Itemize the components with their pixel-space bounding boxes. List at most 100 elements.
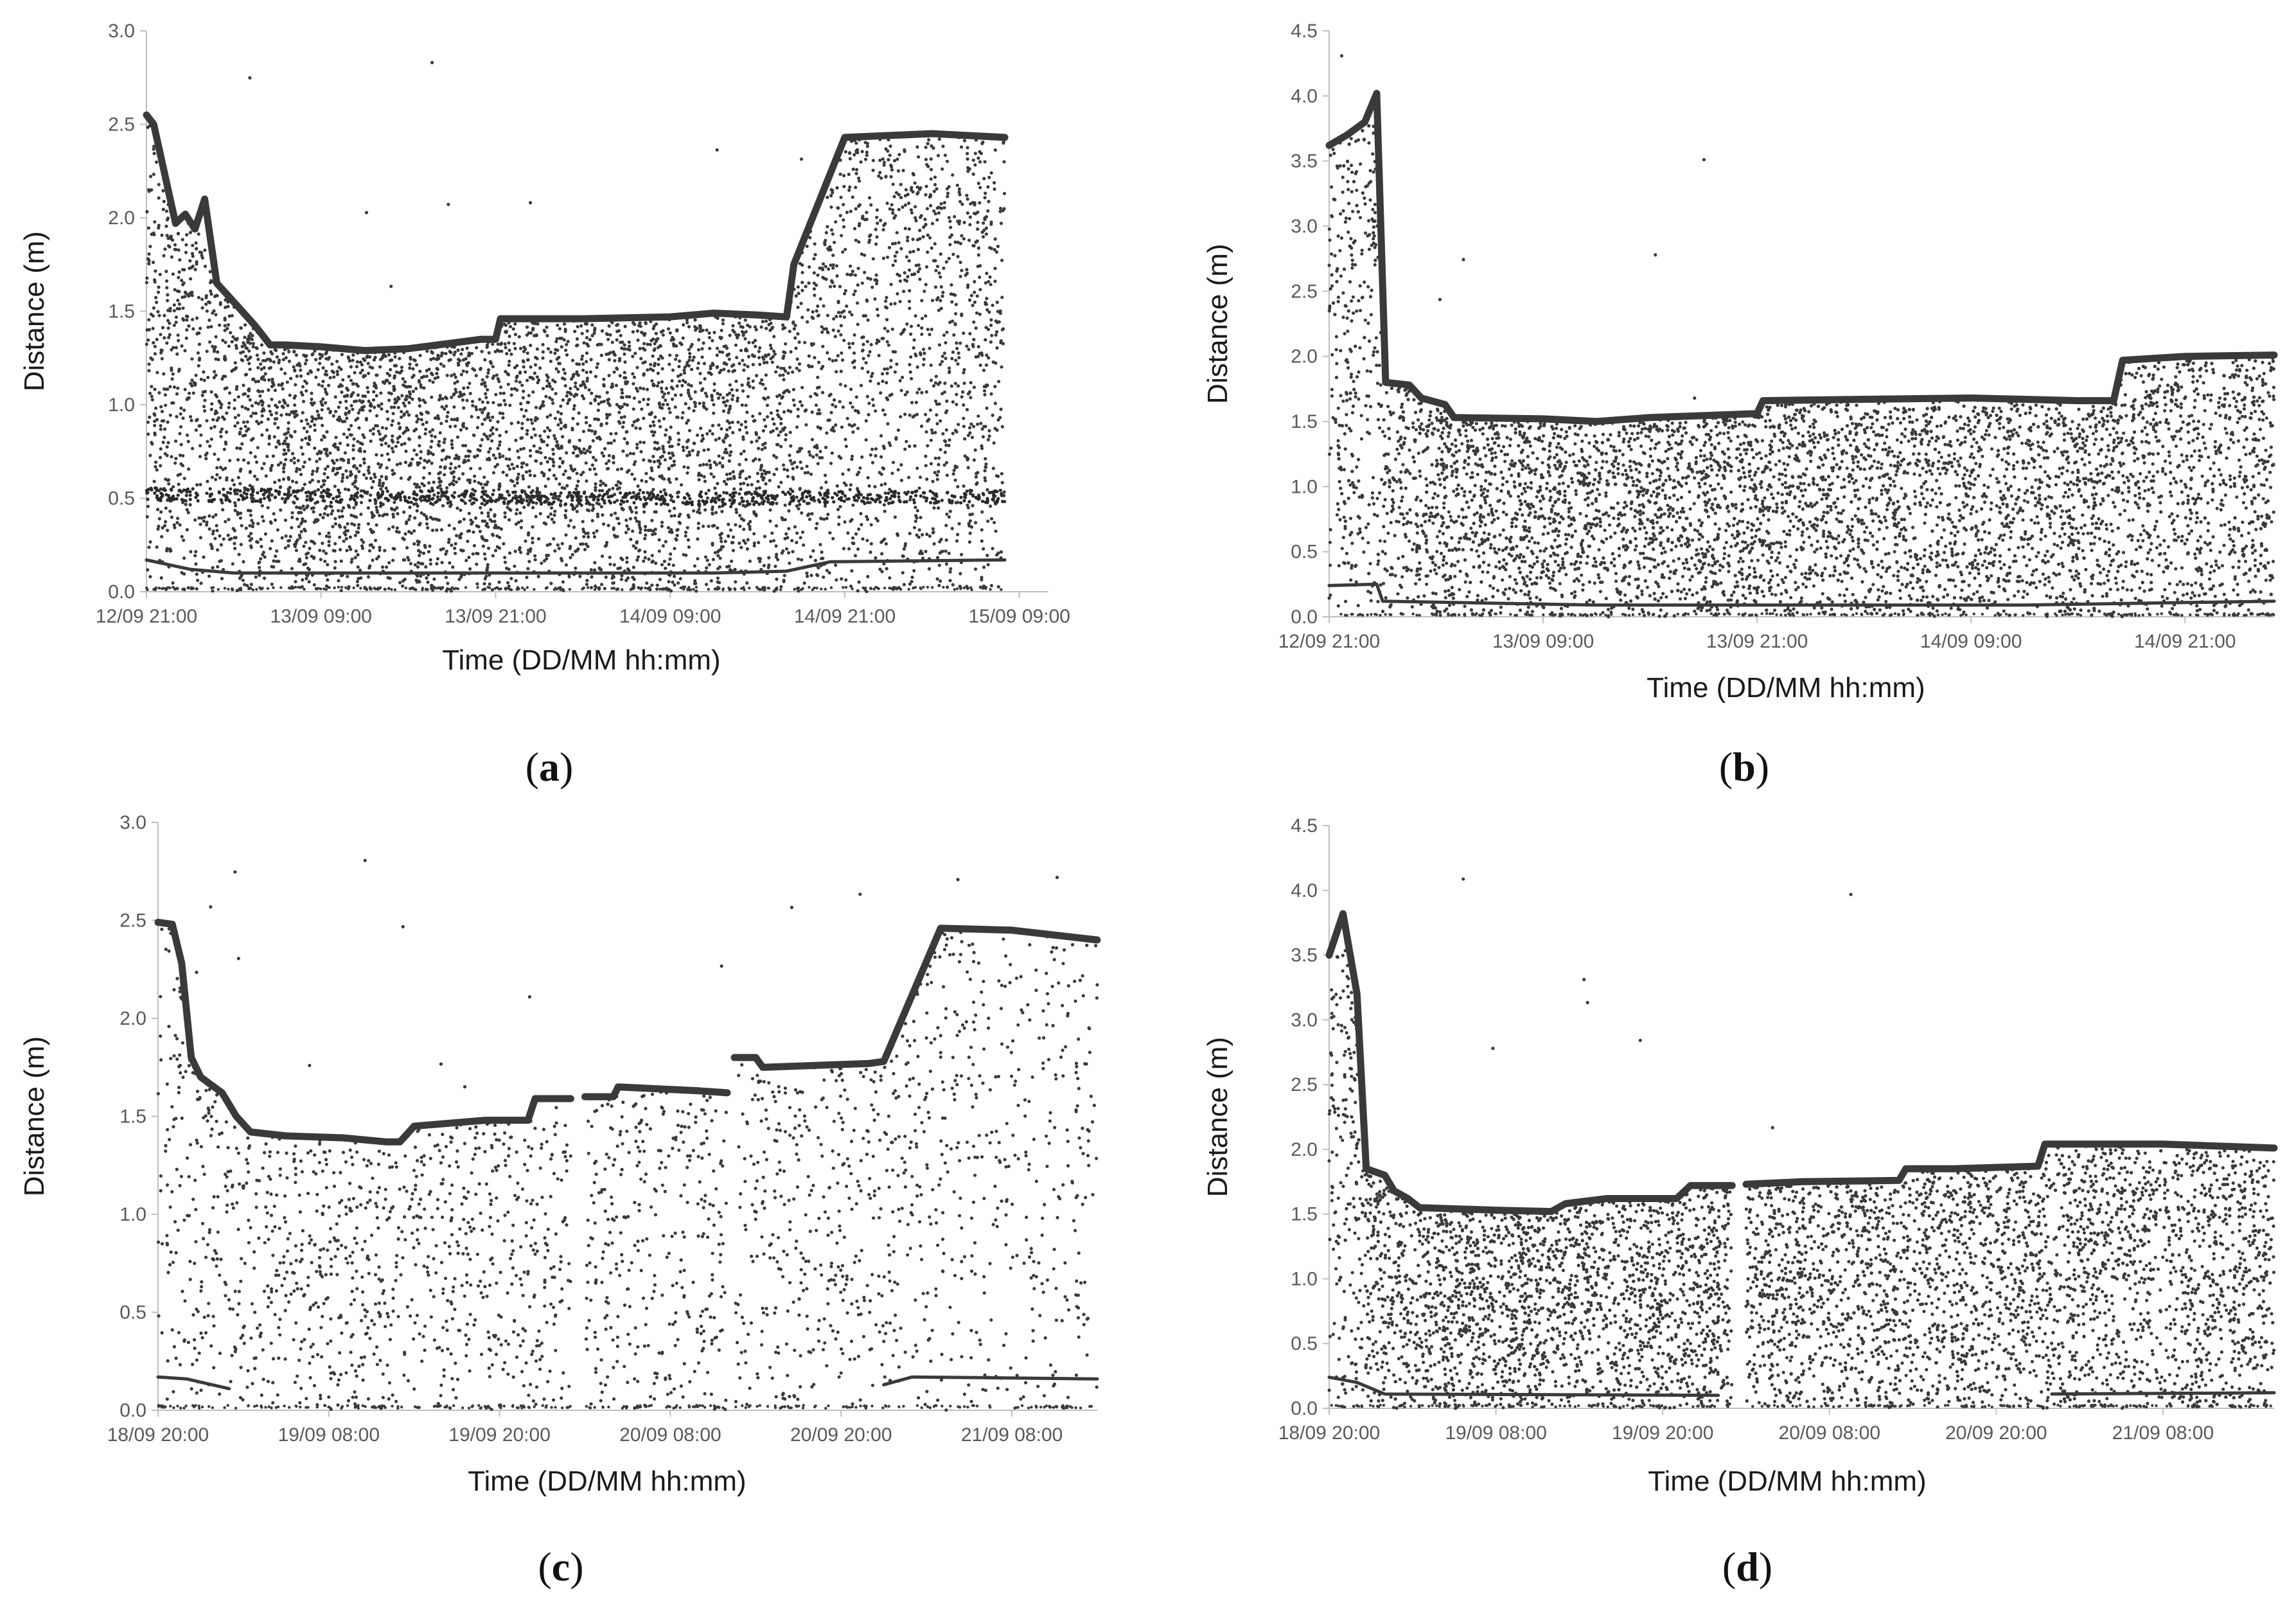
scatter-point xyxy=(935,477,939,481)
scatter-point xyxy=(760,475,764,479)
scatter-point xyxy=(472,544,477,547)
scatter-point xyxy=(594,472,598,476)
scatter-point xyxy=(430,439,434,443)
scatter-point xyxy=(481,378,484,382)
scatter-point xyxy=(637,523,641,527)
scatter-point xyxy=(411,389,415,393)
scatter-point xyxy=(737,362,741,366)
scatter-point xyxy=(901,375,905,380)
scatter-point xyxy=(380,402,384,406)
scatter-point xyxy=(628,344,631,348)
scatter-point xyxy=(968,513,972,517)
scatter-point xyxy=(836,508,840,511)
scatter-point xyxy=(731,549,735,553)
scatter-point xyxy=(347,427,351,432)
scatter-point xyxy=(570,553,574,556)
scatter-point xyxy=(920,326,924,330)
scatter-point xyxy=(836,329,840,333)
scatter-point xyxy=(581,362,585,366)
scatter-point xyxy=(419,411,423,416)
scatter-point xyxy=(800,447,804,450)
scatter-point xyxy=(818,297,822,301)
scatter-point xyxy=(298,536,302,540)
scatter-point xyxy=(885,317,889,322)
scatter-point xyxy=(696,433,700,437)
scatter-point xyxy=(553,437,557,441)
scatter-point xyxy=(899,479,903,483)
scatter-point xyxy=(613,359,617,363)
scatter-point xyxy=(780,396,784,400)
scatter-point xyxy=(877,353,881,358)
scatter-point xyxy=(978,288,982,292)
scatter-point xyxy=(432,481,436,484)
scatter-point xyxy=(642,559,646,563)
scatter-point xyxy=(804,408,808,412)
scatter-point xyxy=(697,508,701,511)
scatter-point xyxy=(922,357,926,361)
scatter-point xyxy=(930,144,933,148)
scatter-point xyxy=(606,337,610,341)
scatter-point xyxy=(608,403,612,407)
scatter-point xyxy=(146,338,150,342)
scatter-point xyxy=(549,359,553,364)
scatter-point xyxy=(893,301,897,306)
scatter-point xyxy=(993,237,997,241)
scatter-point xyxy=(713,551,717,554)
scatter-point xyxy=(256,357,260,361)
scatter-point xyxy=(751,362,755,367)
scatter-point xyxy=(945,187,949,191)
scatter-point xyxy=(549,413,552,417)
scatter-point xyxy=(687,383,691,387)
scatter-point xyxy=(525,378,529,382)
scatter-point xyxy=(874,273,878,277)
scatter-point xyxy=(677,520,681,524)
scatter-point xyxy=(644,472,648,475)
scatter-point xyxy=(996,244,1000,249)
scatter-point xyxy=(159,447,163,451)
scatter-point xyxy=(314,375,318,379)
scatter-point xyxy=(349,560,353,564)
scatter-point xyxy=(973,279,976,284)
scatter-point xyxy=(508,359,511,364)
scatter-point xyxy=(845,304,849,308)
scatter-point xyxy=(339,384,343,387)
scatter-point xyxy=(233,536,236,540)
scatter-point xyxy=(534,459,538,463)
scatter-point xyxy=(638,321,642,325)
scatter-point xyxy=(312,510,315,514)
scatter-point xyxy=(280,536,284,540)
scatter-point xyxy=(711,558,716,562)
scatter-point xyxy=(829,411,833,414)
scatter-point xyxy=(176,517,180,520)
scatter-point xyxy=(343,487,348,491)
scatter-point xyxy=(875,215,879,219)
scatter-point xyxy=(721,545,725,549)
scatter-point xyxy=(824,327,828,331)
scatter-point xyxy=(218,534,222,538)
scatter-point xyxy=(634,426,638,430)
scatter-point xyxy=(565,451,569,455)
scatter-point xyxy=(639,386,642,390)
scatter-point xyxy=(491,342,495,346)
scatter-point xyxy=(408,514,412,518)
scatter-point xyxy=(1000,481,1004,484)
scatter-point xyxy=(852,227,857,231)
scatter-point xyxy=(599,505,604,509)
scatter-point xyxy=(172,385,177,389)
scatter-point xyxy=(707,563,711,567)
scatter-point xyxy=(590,333,594,338)
scatter-point xyxy=(888,154,892,157)
scatter-point xyxy=(868,196,872,200)
scatter-point xyxy=(487,415,491,420)
scatter-point xyxy=(274,445,278,449)
scatter-point xyxy=(272,512,276,516)
scatter-point xyxy=(882,503,886,507)
scatter-point xyxy=(211,566,215,570)
scatter-point xyxy=(804,423,808,427)
scatter-point xyxy=(518,346,523,350)
scatter-point xyxy=(752,386,755,390)
scatter-point xyxy=(910,186,914,190)
scatter-point xyxy=(166,299,170,303)
scatter-point xyxy=(349,423,353,428)
scatter-point xyxy=(607,459,611,463)
